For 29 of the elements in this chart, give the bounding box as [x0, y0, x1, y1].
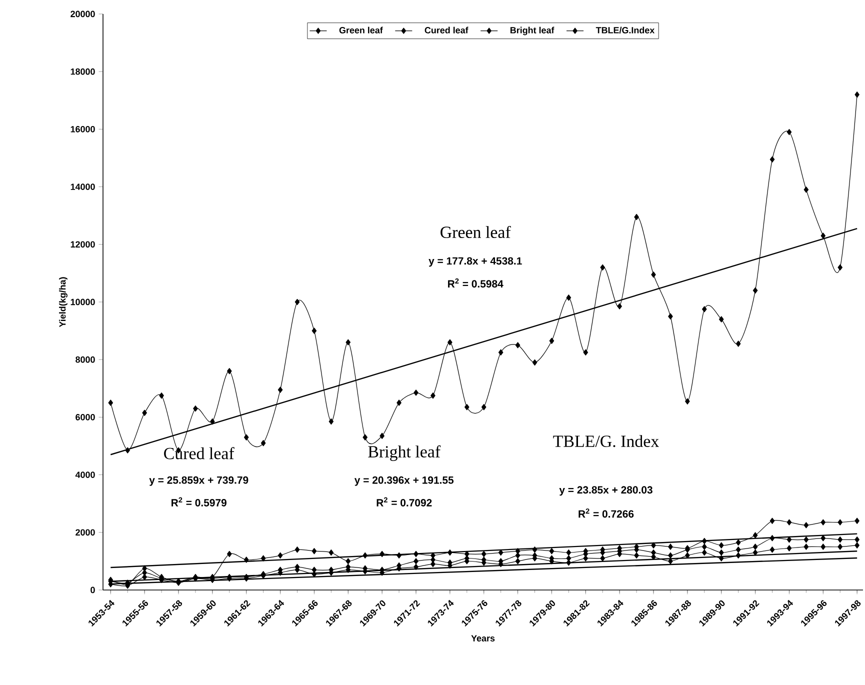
annotation: R$^{2}$ = 0.5979	[172, 497, 226, 506]
y-tick-label: 6000	[76, 414, 95, 420]
annotation: y = 25.859x + 739.79	[149, 476, 248, 486]
annotation: Green leaf	[440, 226, 511, 238]
annotation: y = 20.396x + 191.55	[354, 476, 454, 486]
y-tick-label: 10000	[70, 298, 95, 306]
annotation: y = 177.8x + 4538.1	[428, 257, 522, 267]
y-tick-label: 2000	[76, 529, 95, 536]
annotation: y = 23.85x + 280.03	[559, 486, 652, 496]
y-tick-label: 16000	[70, 126, 95, 132]
legend-label: Cured leaf	[424, 26, 468, 34]
annotation: Bright leaf	[368, 445, 441, 461]
y-axis-title: Yield(kg/ha)	[59, 277, 68, 328]
y-tick-label: 12000	[70, 241, 95, 248]
y-tick-label: 4000	[75, 472, 95, 478]
y-tick-label: 20000	[70, 10, 95, 18]
legend-label: TBLE/G.Index	[596, 26, 655, 34]
annotation: Cured leaf	[164, 447, 234, 460]
x-axis-title: Years	[471, 635, 495, 642]
annotation: TBLE/G. Index	[553, 435, 659, 448]
y-tick-label: 18000	[70, 68, 95, 75]
annotation: R$^{2}$ = 0.7266	[578, 508, 634, 518]
y-tick-label: 8000	[76, 356, 95, 363]
y-tick-label: 0	[90, 586, 95, 594]
legend-label: Bright leaf	[510, 26, 554, 36]
annotation: R$^{2}$ = 0.5984	[448, 278, 504, 288]
annotation: R$^{2}$ = 0.7092	[376, 497, 432, 506]
y-tick-label: 14000	[70, 184, 95, 190]
legend-label: Green leaf	[339, 26, 383, 34]
